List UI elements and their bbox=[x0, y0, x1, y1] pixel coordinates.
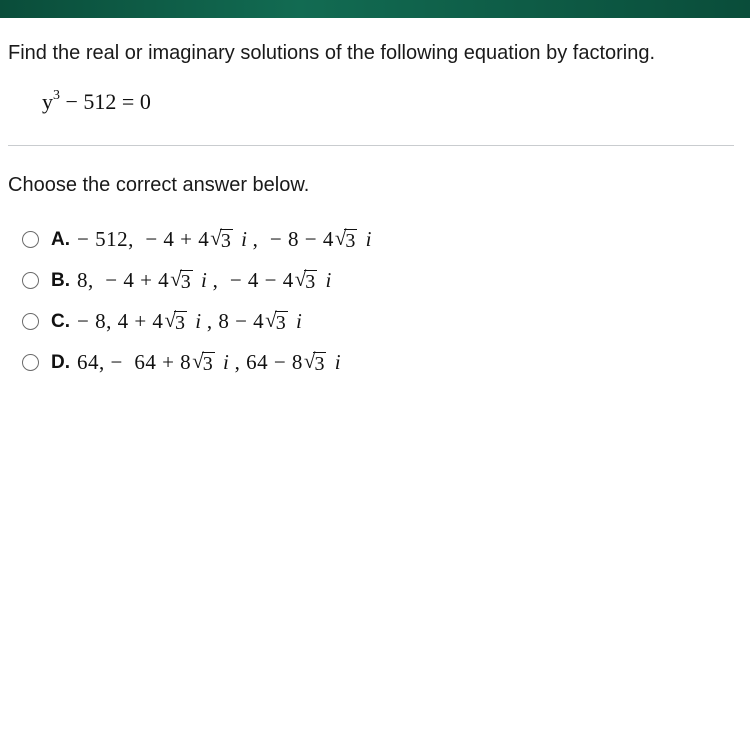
question-equation: y3 − 512 = 0 bbox=[42, 89, 734, 115]
radio-icon[interactable] bbox=[22, 313, 39, 330]
option-letter: C. bbox=[51, 311, 77, 333]
option-math: 64, − 64 + 8√3 i , 64 − 8√3 i bbox=[77, 350, 341, 375]
option-letter: A. bbox=[51, 229, 77, 251]
option-math: − 512, − 4 + 4√3 i , − 8 − 4√3 i bbox=[77, 227, 371, 252]
option-math: 8, − 4 + 4√3 i , − 4 − 4√3 i bbox=[77, 268, 331, 293]
option-b[interactable]: B. 8, − 4 + 4√3 i , − 4 − 4√3 i bbox=[22, 268, 734, 293]
option-letter: B. bbox=[51, 270, 77, 292]
option-a[interactable]: A. − 512, − 4 + 4√3 i , − 8 − 4√3 i bbox=[22, 227, 734, 252]
equation-exponent: 3 bbox=[53, 88, 60, 103]
choose-label: Choose the correct answer below. bbox=[8, 174, 734, 197]
options-group: A. − 512, − 4 + 4√3 i , − 8 − 4√3 i B. 8… bbox=[22, 227, 734, 375]
window-topbar bbox=[0, 0, 750, 18]
question-prompt: Find the real or imaginary solutions of … bbox=[8, 40, 734, 67]
option-math: − 8, 4 + 4√3 i , 8 − 4√3 i bbox=[77, 309, 302, 334]
equation-rest: − 512 = 0 bbox=[60, 89, 151, 114]
question-page: Find the real or imaginary solutions of … bbox=[0, 18, 750, 750]
option-letter: D. bbox=[51, 352, 77, 374]
equation-var: y bbox=[42, 89, 53, 114]
section-divider bbox=[8, 145, 734, 146]
radio-icon[interactable] bbox=[22, 354, 39, 371]
option-c[interactable]: C. − 8, 4 + 4√3 i , 8 − 4√3 i bbox=[22, 309, 734, 334]
radio-icon[interactable] bbox=[22, 272, 39, 289]
radio-icon[interactable] bbox=[22, 231, 39, 248]
option-d[interactable]: D. 64, − 64 + 8√3 i , 64 − 8√3 i bbox=[22, 350, 734, 375]
